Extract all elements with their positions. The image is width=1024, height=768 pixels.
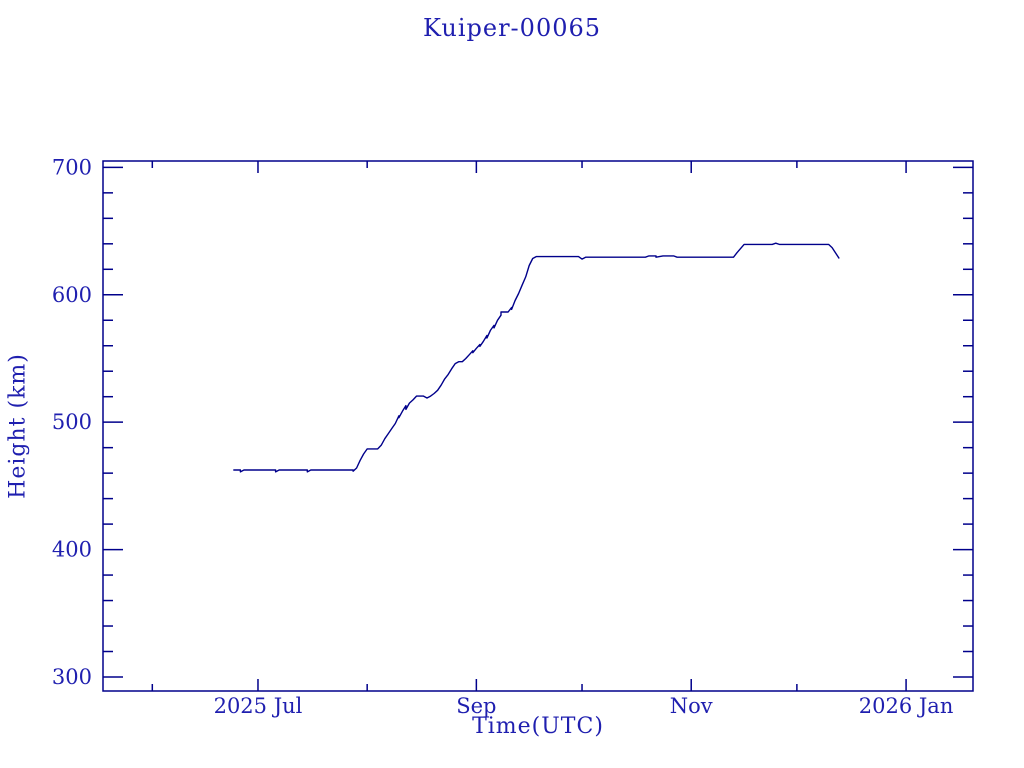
y-tick-label: 500 bbox=[52, 410, 92, 434]
y-tick-label: 700 bbox=[52, 155, 92, 179]
x-tick-label: Nov bbox=[670, 694, 713, 718]
y-tick-label: 600 bbox=[52, 283, 92, 307]
x-tick-label: 2025 Jul bbox=[214, 694, 303, 718]
height-series-line bbox=[233, 242, 840, 473]
y-tick-label: 300 bbox=[52, 665, 92, 689]
x-axis-label: Time(UTC) bbox=[472, 714, 604, 739]
y-tick-label: 400 bbox=[52, 538, 92, 562]
x-tick-label: Sep bbox=[456, 694, 496, 718]
chart-title: Kuiper-00065 bbox=[422, 14, 602, 42]
x-tick-label: 2026 Jan bbox=[859, 694, 954, 718]
plot-frame bbox=[102, 160, 974, 692]
